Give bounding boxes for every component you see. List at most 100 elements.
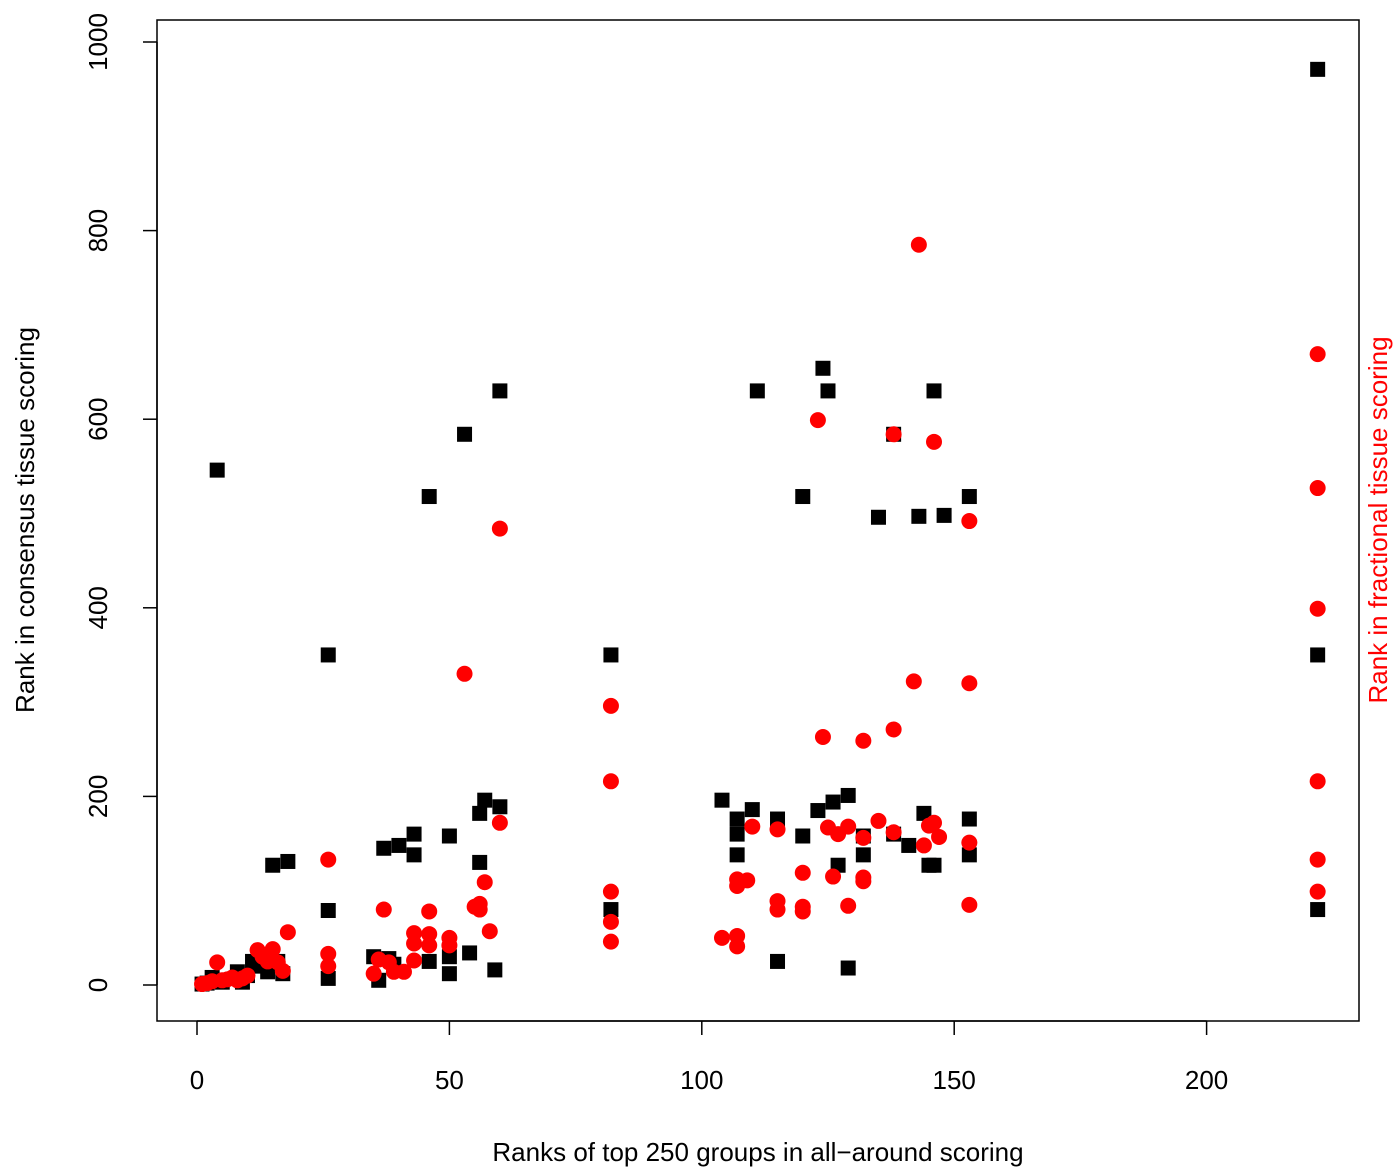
- y-tick-label: 400: [83, 586, 113, 629]
- square-point: [391, 837, 407, 853]
- circle-point: [855, 829, 872, 846]
- circle-point: [365, 965, 382, 982]
- circle-point: [471, 901, 488, 918]
- square-point: [603, 647, 619, 663]
- square-point: [714, 792, 730, 808]
- circle-point: [961, 675, 978, 692]
- circle-point: [855, 873, 872, 890]
- circle-point: [602, 697, 619, 714]
- square-point: [421, 489, 437, 505]
- square-point: [280, 853, 296, 869]
- circle-point: [421, 937, 438, 954]
- circle-point: [406, 952, 423, 969]
- square-point: [749, 383, 765, 399]
- right-axis-title: Rank in fractional tissue scoring: [1363, 336, 1393, 703]
- y-tick-label: 600: [83, 398, 113, 441]
- circle-point: [926, 814, 943, 831]
- circle-point: [209, 954, 226, 971]
- circle-point: [825, 868, 842, 885]
- circle-point: [1309, 480, 1326, 497]
- circle-point: [1309, 851, 1326, 868]
- square-point: [1310, 61, 1326, 77]
- circle-point: [406, 935, 423, 952]
- circle-point: [961, 513, 978, 530]
- circle-point: [814, 728, 831, 745]
- circle-point: [481, 923, 498, 940]
- square-point: [840, 787, 856, 803]
- square-point: [744, 802, 760, 818]
- circle-point: [769, 821, 786, 838]
- x-tick-label: 150: [933, 1065, 976, 1095]
- circle-point: [320, 945, 337, 962]
- x-tick-label: 200: [1185, 1065, 1228, 1095]
- x-tick-label: 50: [435, 1065, 464, 1095]
- circle-point: [491, 520, 508, 537]
- x-axis-title: Ranks of top 250 groups in all−around sc…: [492, 1137, 1023, 1167]
- square-point: [840, 960, 856, 976]
- circle-point: [809, 412, 826, 429]
- square-point: [916, 805, 932, 821]
- circle-point: [239, 967, 256, 984]
- series-layer: [194, 61, 1326, 993]
- square-point: [472, 805, 488, 821]
- square-point: [1310, 647, 1326, 663]
- square-point: [320, 647, 336, 663]
- square-point: [320, 903, 336, 919]
- circle-point: [1309, 346, 1326, 363]
- square-point: [936, 507, 952, 523]
- square-point: [492, 799, 508, 815]
- square-point: [492, 383, 508, 399]
- circle-point: [931, 828, 948, 845]
- circle-point: [476, 874, 493, 891]
- x-tick-label: 0: [190, 1065, 204, 1095]
- circle-point: [739, 872, 756, 889]
- plot-frame: [156, 19, 1360, 1022]
- circle-point: [910, 236, 927, 253]
- circle-point: [602, 773, 619, 790]
- series-2: [194, 236, 1326, 993]
- square-point: [795, 489, 811, 505]
- circle-point: [320, 851, 337, 868]
- circle-point: [961, 896, 978, 913]
- circle-point: [840, 818, 857, 835]
- circle-point: [602, 883, 619, 900]
- circle-point: [713, 929, 730, 946]
- square-point: [320, 970, 336, 986]
- square-point: [1310, 902, 1326, 918]
- circle-point: [274, 962, 291, 979]
- y-tick-label: 1000: [83, 13, 113, 71]
- circle-point: [840, 897, 857, 914]
- square-point: [406, 847, 422, 863]
- circle-point: [602, 933, 619, 950]
- circle-point: [885, 426, 902, 443]
- square-point: [926, 857, 942, 873]
- circle-point: [1309, 883, 1326, 900]
- square-point: [855, 847, 871, 863]
- square-point: [487, 962, 503, 978]
- square-point: [457, 426, 473, 442]
- y-axis: 0 200 400 600 800 1000: [83, 13, 158, 992]
- y-tick-label: 0: [83, 978, 113, 992]
- square-point: [870, 509, 886, 525]
- x-tick-label: 100: [680, 1065, 723, 1095]
- circle-point: [885, 721, 902, 738]
- square-point: [815, 360, 831, 376]
- square-point: [441, 828, 457, 844]
- circle-point: [441, 937, 458, 954]
- circle-point: [264, 941, 281, 958]
- circle-point: [915, 837, 932, 854]
- circle-point: [885, 824, 902, 841]
- circle-point: [395, 963, 412, 980]
- square-point: [729, 847, 745, 863]
- square-point: [961, 847, 977, 863]
- square-point: [825, 794, 841, 810]
- square-point: [961, 811, 977, 827]
- circle-point: [320, 958, 337, 975]
- square-point: [477, 792, 493, 808]
- square-point: [441, 949, 457, 965]
- circle-point: [769, 901, 786, 918]
- square-point: [901, 837, 917, 853]
- square-point: [441, 966, 457, 982]
- square-point: [770, 953, 786, 969]
- circle-point: [421, 903, 438, 920]
